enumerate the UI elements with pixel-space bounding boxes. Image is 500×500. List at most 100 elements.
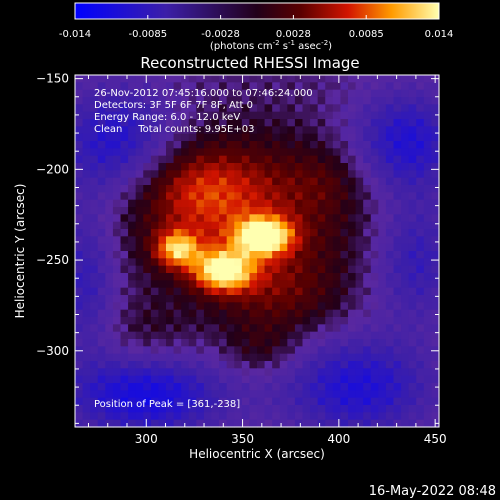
heatmap-cell <box>241 273 251 281</box>
heatmap-cell <box>385 126 395 135</box>
heatmap-cell <box>105 155 114 164</box>
heatmap-cell <box>112 375 122 384</box>
heatmap-cell <box>97 397 106 406</box>
heatmap-cell <box>317 339 326 347</box>
heatmap-cell <box>196 258 205 267</box>
heatmap-cell <box>423 192 433 201</box>
heatmap-cell <box>112 214 122 223</box>
heatmap-cell <box>272 339 281 347</box>
heatmap-cell <box>241 361 251 369</box>
heatmap-cell <box>272 243 281 252</box>
heatmap-cell <box>272 295 281 303</box>
heatmap-cell <box>401 185 410 193</box>
heatmap-cell <box>249 185 258 193</box>
heatmap-cell <box>219 185 228 193</box>
x-axis-label: Heliocentric X (arcsec) <box>189 447 325 461</box>
heatmap-cell <box>317 317 326 325</box>
heatmap-cell <box>355 97 364 105</box>
heatmap-cell <box>249 243 258 252</box>
heatmap-cell <box>226 236 235 245</box>
heatmap-cell <box>287 119 296 127</box>
heatmap-cell <box>158 375 167 384</box>
heatmap-cell <box>423 214 433 223</box>
heatmap-cell <box>211 185 220 193</box>
heatmap-cell <box>272 273 281 281</box>
heatmap-cell <box>135 141 144 149</box>
heatmap-cell <box>234 368 243 377</box>
heatmap-cell <box>105 295 114 303</box>
heatmap-cell <box>203 258 213 267</box>
heatmap-cell <box>166 309 175 318</box>
heatmap-cell <box>264 141 273 149</box>
heatmap-cell <box>196 141 205 149</box>
heatmap-cell <box>279 361 288 369</box>
heatmap-cell <box>287 390 296 399</box>
heatmap-cell <box>158 97 167 105</box>
heatmap-cell <box>340 133 349 142</box>
heatmap-cell <box>135 119 144 127</box>
heatmap-cell <box>203 207 213 215</box>
heatmap-cell <box>249 405 258 413</box>
heatmap-cell <box>348 170 357 179</box>
heatmap-cell <box>325 177 334 186</box>
heatmap-cell <box>112 141 122 149</box>
heatmap-cell <box>287 192 296 201</box>
heatmap-cell <box>370 82 379 91</box>
colorbar-unit-part: (photons cm <box>210 41 273 52</box>
heatmap-cell <box>287 368 296 377</box>
heatmap-cell <box>348 126 357 135</box>
heatmap-cell <box>75 141 84 149</box>
heatmap-cell <box>120 163 129 171</box>
heatmap-cell <box>363 236 372 245</box>
heatmap-cell <box>294 163 304 171</box>
heatmap-cell <box>423 185 433 193</box>
heatmap-cell <box>105 317 114 325</box>
heatmap-cell <box>317 221 326 230</box>
heatmap-cell <box>158 397 167 406</box>
heatmap-cell <box>211 317 220 325</box>
heatmap-cell <box>97 280 106 289</box>
heatmap-cell <box>150 346 160 355</box>
heatmap-cell <box>317 243 326 252</box>
heatmap-cell <box>90 273 99 281</box>
heatmap-cell <box>431 273 440 281</box>
heatmap-cell <box>188 97 197 105</box>
heatmap-cell <box>431 243 440 252</box>
heatmap-cell <box>294 302 304 311</box>
heatmap-cell <box>363 82 372 91</box>
heatmap-cell <box>249 75 258 83</box>
heatmap-cell <box>264 163 273 171</box>
heatmap-cell <box>241 214 251 223</box>
heatmap-cell <box>408 412 417 421</box>
heatmap-cell <box>332 243 342 252</box>
heatmap-cell <box>401 331 410 340</box>
heatmap-cell <box>97 353 106 362</box>
heatmap-cell <box>249 148 258 157</box>
heatmap-cell <box>241 170 251 179</box>
heatmap-cell <box>211 309 220 318</box>
heatmap-cell <box>211 383 220 391</box>
heatmap-cell <box>219 207 228 215</box>
heatmap-cell <box>211 141 220 149</box>
heatmap-cell <box>181 375 190 384</box>
heatmap-cell <box>166 111 175 120</box>
heatmap-cell <box>272 163 281 171</box>
heatmap-cell <box>401 75 410 83</box>
heatmap-cell <box>317 324 326 333</box>
heatmap-cell <box>143 163 152 171</box>
heatmap-cell <box>279 280 288 289</box>
heatmap-cell <box>135 133 144 142</box>
heatmap-cell <box>370 287 379 296</box>
heatmap-cell <box>105 265 114 274</box>
heatmap-cell <box>241 331 251 340</box>
heatmap-cell <box>325 82 334 91</box>
colorbar-unit-sup: -1 <box>288 39 295 47</box>
heatmap-cell <box>378 185 387 193</box>
heatmap-cell <box>423 229 433 237</box>
heatmap-cell <box>75 331 84 340</box>
heatmap-cell <box>310 126 319 135</box>
heatmap-cell <box>241 346 251 355</box>
heatmap-cell <box>264 148 273 157</box>
heatmap-cell <box>188 82 197 91</box>
heatmap-cell <box>332 236 342 245</box>
